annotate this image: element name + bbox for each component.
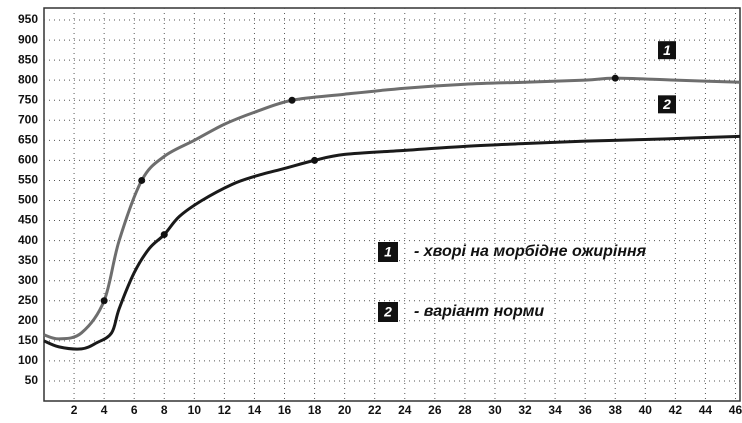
series-label-box <box>658 95 676 114</box>
y-tick-label: 750 <box>18 92 38 106</box>
series-label: 2 <box>662 96 671 112</box>
x-tick-label: 22 <box>368 403 382 417</box>
point-marker <box>138 176 146 184</box>
x-tick-label: 46 <box>729 403 742 417</box>
x-tick-label: 28 <box>458 403 472 417</box>
y-tick-label: 100 <box>18 353 38 367</box>
x-tick-label: 42 <box>669 403 683 417</box>
y-tick-label: 700 <box>18 112 38 126</box>
x-tick-label: 4 <box>101 403 108 417</box>
x-tick-label: 34 <box>548 403 562 417</box>
series-label: 1 <box>663 42 671 58</box>
legend-box <box>378 242 398 262</box>
y-tick-label: 950 <box>18 12 38 26</box>
x-tick-label: 24 <box>398 403 412 417</box>
y-tick-label: 650 <box>18 133 38 147</box>
y-tick-label: 300 <box>18 273 38 287</box>
point-marker <box>311 156 319 164</box>
point-marker <box>100 297 108 305</box>
legend-number: 2 <box>383 304 392 320</box>
series-line <box>43 134 741 351</box>
y-tick-label: 900 <box>18 32 38 46</box>
y-tick-label: 850 <box>18 52 38 66</box>
y-tick-label: 600 <box>18 153 38 167</box>
x-tick-label: 32 <box>518 403 532 417</box>
series-label-box <box>658 41 676 60</box>
legend-number: 1 <box>384 244 392 260</box>
y-tick-label: 50 <box>25 373 39 387</box>
x-tick-label: 10 <box>188 403 202 417</box>
x-tick-label: 2 <box>71 403 78 417</box>
y-tick-label: 200 <box>18 313 38 327</box>
y-tick-label: 500 <box>18 193 38 207</box>
y-tick-label: 400 <box>18 233 38 247</box>
x-tick-label: 18 <box>308 403 322 417</box>
x-tick-label: 30 <box>488 403 502 417</box>
y-tick-label: 550 <box>18 173 38 187</box>
x-tick-label: 44 <box>699 403 713 417</box>
y-tick-label: 250 <box>18 293 38 307</box>
legend-label: - хворі на морбідне ожиріння <box>414 243 647 260</box>
x-tick-label: 12 <box>218 403 232 417</box>
y-tick-label: 350 <box>18 253 38 267</box>
x-tick-label: 26 <box>428 403 442 417</box>
point-marker <box>288 96 296 104</box>
x-tick-label: 40 <box>639 403 653 417</box>
point-marker <box>611 74 619 82</box>
legend-box <box>378 302 398 322</box>
x-tick-label: 14 <box>248 403 262 417</box>
x-tick-label: 16 <box>278 403 292 417</box>
plot-area <box>43 7 741 402</box>
x-tick-label: 36 <box>578 403 592 417</box>
x-tick-label: 38 <box>609 403 623 417</box>
point-marker <box>160 231 168 239</box>
y-tick-label: 150 <box>18 333 38 347</box>
x-tick-label: 6 <box>131 403 138 417</box>
x-tick-label: 8 <box>161 403 168 417</box>
y-tick-label: 450 <box>18 213 38 227</box>
x-tick-label: 20 <box>338 403 352 417</box>
legend-label: - варіант норми <box>414 303 544 320</box>
y-tick-label: 800 <box>18 72 38 86</box>
